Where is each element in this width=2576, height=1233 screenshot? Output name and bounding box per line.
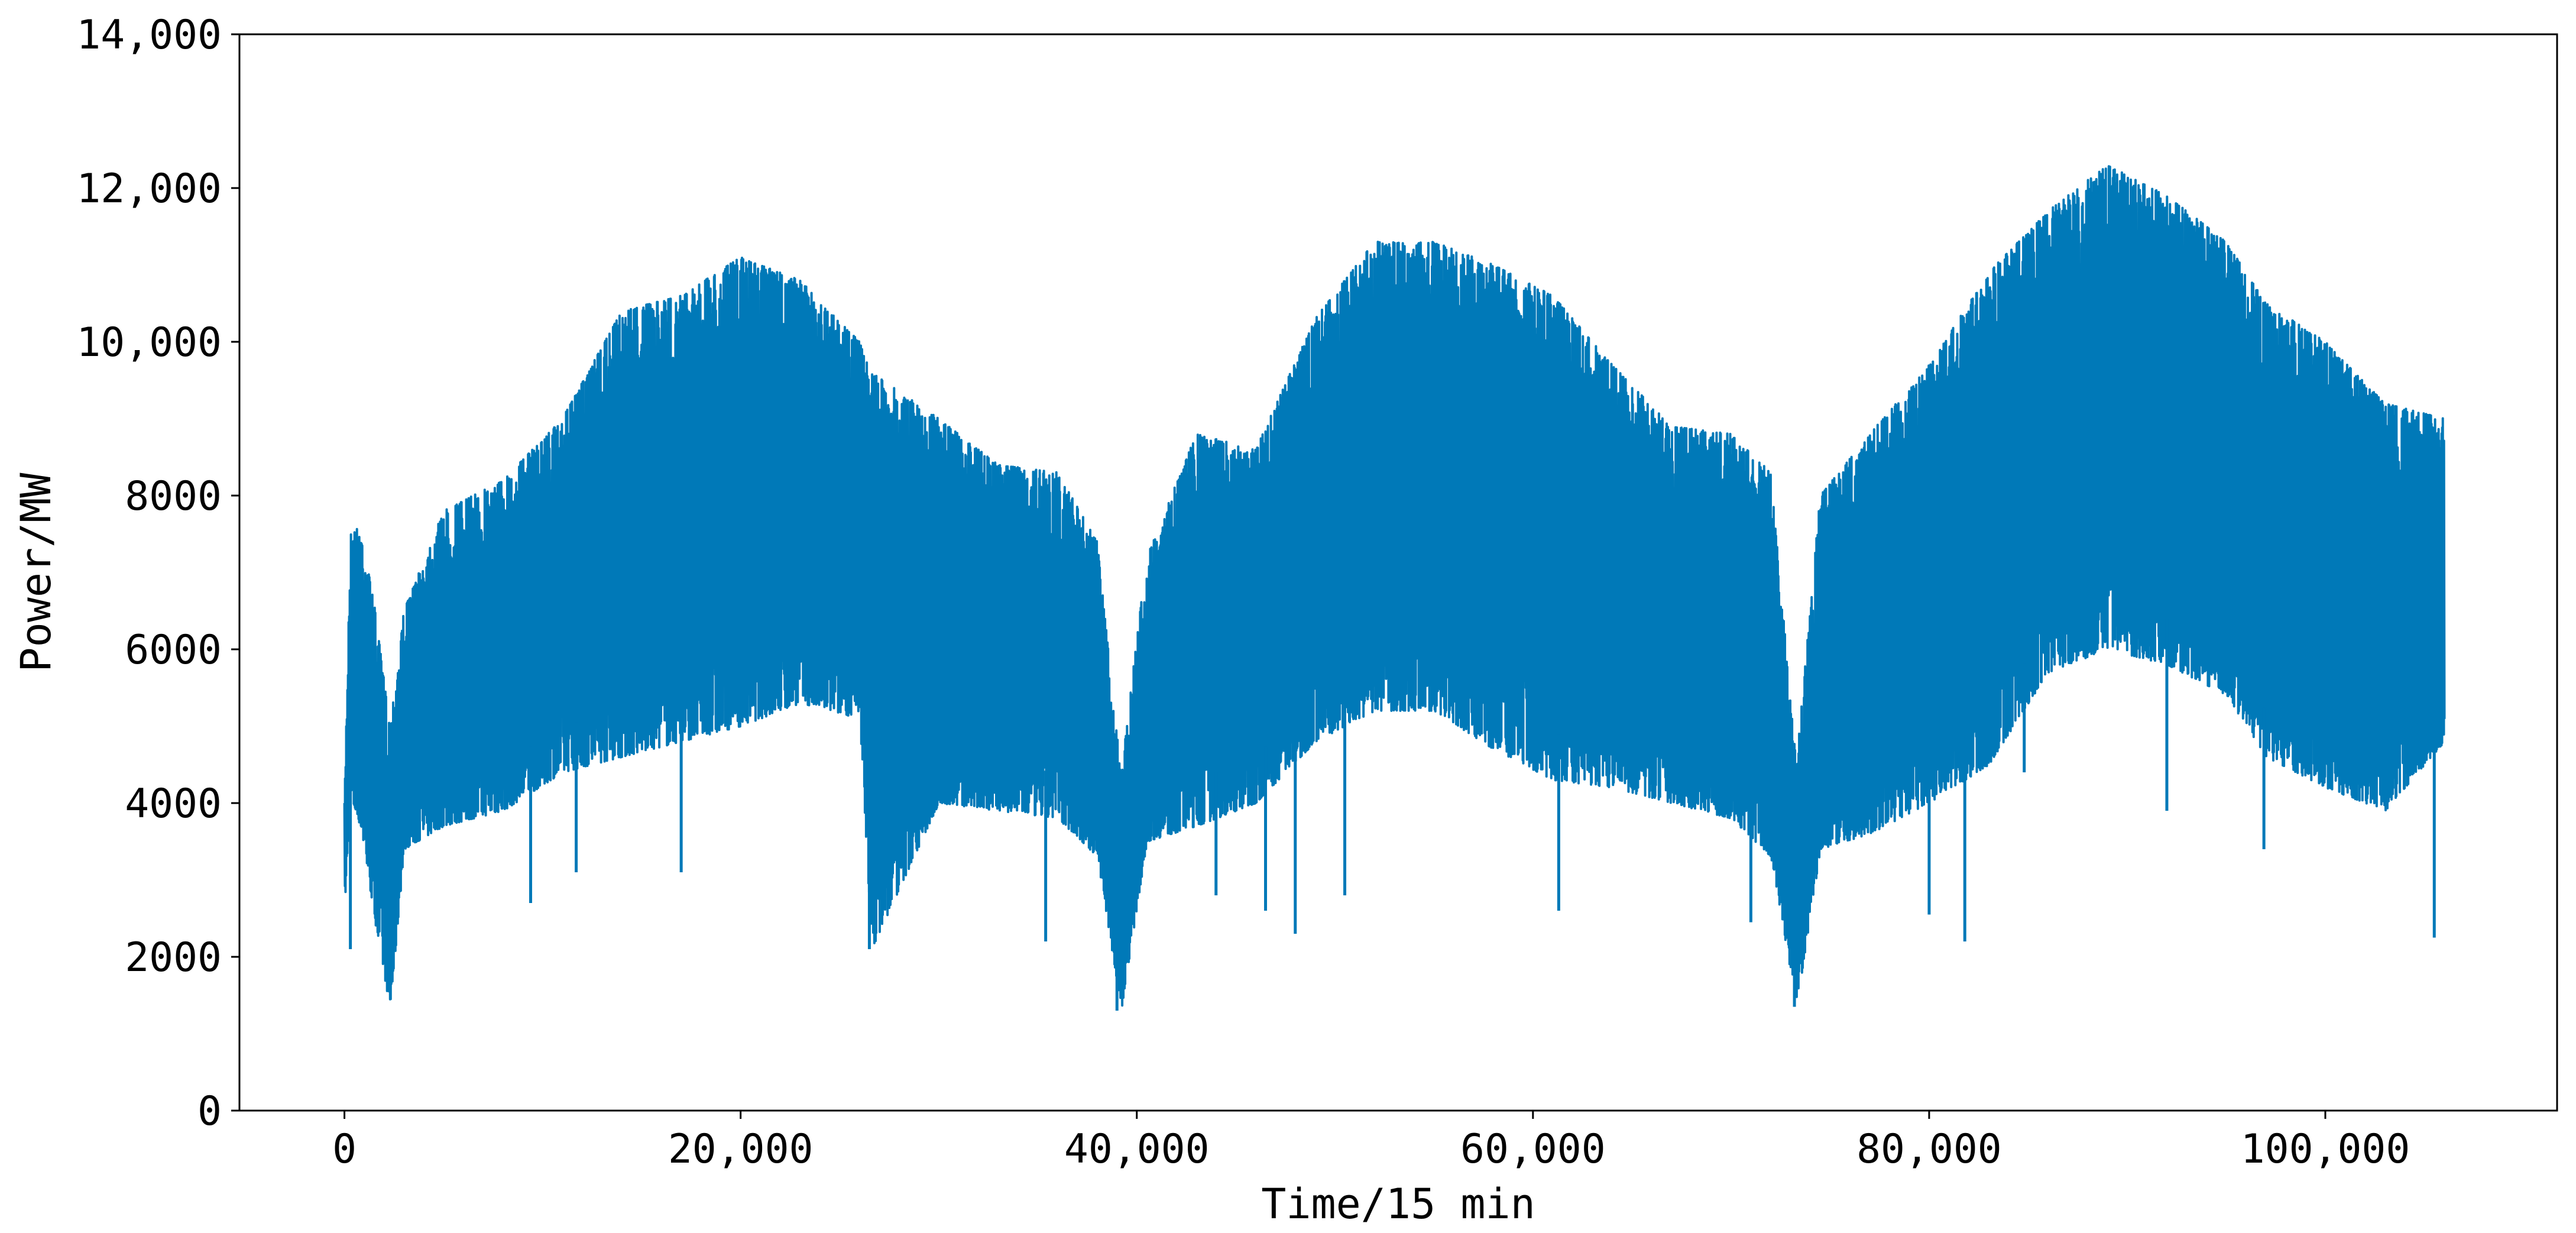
x-tick-label: 100,000 (2241, 1126, 2410, 1173)
x-tick-label: 40,000 (1064, 1126, 1210, 1173)
y-tick-label: 12,000 (76, 166, 222, 212)
power-series-line (343, 165, 2446, 1007)
y-tick-label: 6000 (125, 627, 222, 674)
plot-area-frame (238, 33, 2558, 1112)
x-axis-ticks: 0 20,000 40,000 60,000 80,000 100,000 (332, 1111, 2410, 1173)
x-axis-label: Time/15 min (1261, 1180, 1535, 1228)
y-tick-label: 2000 (125, 934, 222, 981)
series-layer (343, 165, 2446, 1011)
x-tick-label: 20,000 (668, 1126, 814, 1173)
y-tick-label: 14,000 (76, 12, 222, 59)
y-tick-label: 4000 (125, 781, 222, 827)
y-tick-label: 0 (197, 1088, 222, 1135)
y-axis-ticks: 0 2000 4000 6000 8000 10,000 12,000 14,000 (76, 12, 239, 1135)
x-tick-label: 80,000 (1856, 1126, 2002, 1173)
x-tick-label: 60,000 (1460, 1126, 1606, 1173)
y-axis-label: Power/MW (12, 473, 60, 672)
y-tick-label: 8000 (125, 473, 222, 520)
x-tick-label: 0 (332, 1126, 357, 1173)
y-tick-label: 10,000 (76, 319, 222, 366)
